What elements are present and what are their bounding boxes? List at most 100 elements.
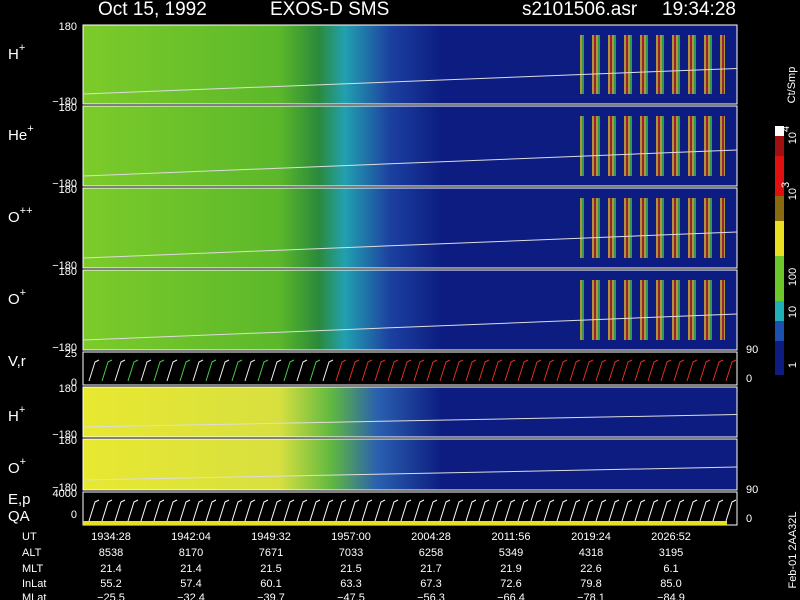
label-base: H — [8, 46, 19, 63]
sawtooth — [205, 359, 217, 382]
sawtooth — [543, 359, 555, 382]
ephemeris-value: 21.5 — [260, 563, 281, 575]
color-cell — [775, 301, 784, 321]
ephemeris-value: 21.5 — [340, 563, 361, 575]
sawtooth — [491, 499, 503, 522]
y2-tick-label: 90 — [746, 344, 758, 356]
sawtooth — [127, 359, 139, 382]
sawtooth — [413, 359, 425, 382]
panel-label: H+ — [8, 42, 25, 63]
sawtooth — [634, 359, 646, 382]
label-base: O — [8, 460, 20, 477]
ephemeris-value: 55.2 — [100, 578, 121, 590]
sawtooth — [647, 499, 659, 522]
color-cell — [775, 196, 784, 221]
y-tick-label: 0 — [71, 509, 77, 521]
sawtooth — [569, 499, 581, 522]
sawtooth — [452, 359, 464, 382]
y-tick-label: −180 — [52, 482, 77, 494]
sawtooth — [556, 499, 568, 522]
label-sup: + — [20, 287, 26, 299]
sawtooth — [543, 499, 555, 522]
label-base: V,r — [8, 353, 26, 370]
label-base: O — [8, 291, 20, 308]
label-base: He — [8, 127, 27, 144]
sawtooth — [465, 359, 477, 382]
sawtooth — [192, 359, 204, 382]
sawtooth — [725, 359, 737, 382]
sawtooth — [114, 359, 126, 382]
trace-line — [82, 149, 738, 177]
sawtooth — [660, 359, 672, 382]
sawtooth — [231, 359, 243, 382]
colorbar-label: 104 — [780, 126, 799, 144]
sawtooth — [335, 359, 347, 382]
ephemeris-value: 67.3 — [420, 578, 441, 590]
label-sup: ++ — [20, 205, 33, 217]
sawtooth — [504, 499, 516, 522]
y-tick-label: 25 — [65, 348, 77, 360]
ephemeris-value: 8170 — [179, 547, 203, 559]
ephemeris-row-name: MLT — [22, 563, 43, 575]
label-sup: 4 — [780, 126, 792, 132]
colorbar-title: Ct/Smp — [786, 67, 798, 104]
file-name: s2101506.asr — [522, 0, 638, 20]
sawtooth — [309, 499, 321, 522]
label-sup: + — [20, 456, 26, 468]
sawtooth — [439, 499, 451, 522]
trace-line — [82, 466, 738, 481]
ephemeris-value: 7671 — [259, 547, 283, 559]
panel-label: V,r — [8, 353, 26, 370]
spectral-stripes — [580, 35, 725, 94]
ephemeris-value: 4318 — [579, 547, 603, 559]
spectral-stripes — [580, 198, 725, 258]
sawtooth — [647, 359, 659, 382]
label-base: 100 — [787, 268, 799, 286]
label-base: E,p — [8, 491, 31, 508]
sawtooth — [140, 359, 152, 382]
ephemeris-row-name: MLat — [22, 592, 46, 600]
ephemeris-value: 63.3 — [340, 578, 361, 590]
color-cell — [775, 221, 784, 256]
y-tick-label: −180 — [52, 429, 77, 441]
ephemeris-value: 8538 — [99, 547, 123, 559]
ephemeris-row-name: UT — [22, 531, 37, 543]
sawtooth — [192, 499, 204, 522]
ephemeris-value: 21.4 — [180, 563, 201, 575]
ephemeris-value: 2004:28 — [411, 531, 451, 543]
sawtooth — [387, 359, 399, 382]
panel-label: QA — [8, 508, 30, 525]
y2-tick-label: 0 — [746, 373, 752, 385]
y-tick-label: −180 — [52, 96, 77, 108]
qa-bar — [83, 521, 727, 525]
ephemeris-value: 60.1 — [260, 578, 281, 590]
sawtooth — [244, 499, 256, 522]
sawtooth — [439, 359, 451, 382]
sawtooth — [608, 499, 620, 522]
sawtooth — [153, 359, 165, 382]
sawtooth — [400, 499, 412, 522]
ephemeris-value: 6.1 — [663, 563, 678, 575]
ephemeris-value: −47.5 — [337, 592, 365, 600]
trace-line — [82, 414, 738, 428]
colorbar-label: 1 — [787, 362, 799, 368]
sawtooth — [712, 499, 724, 522]
sawtooth — [322, 359, 334, 382]
sawtooth — [114, 499, 126, 522]
color-cell — [775, 156, 784, 196]
label-base: 10 — [787, 306, 799, 318]
ephemeris-value: 6258 — [419, 547, 443, 559]
sawtooth — [101, 359, 113, 382]
panel-background — [82, 491, 738, 526]
ephemeris-row-name: ALT — [22, 547, 42, 559]
sawtooth — [244, 359, 256, 382]
ephemeris-value: 1934:28 — [91, 531, 131, 543]
sawtooth — [478, 499, 490, 522]
y-tick-label: 4000 — [53, 488, 77, 500]
colorbar-label: 103 — [780, 182, 799, 200]
color-cell — [775, 256, 784, 301]
sawtooth — [660, 499, 672, 522]
sawtooth — [452, 499, 464, 522]
ephemeris-value: −39.7 — [257, 592, 285, 600]
